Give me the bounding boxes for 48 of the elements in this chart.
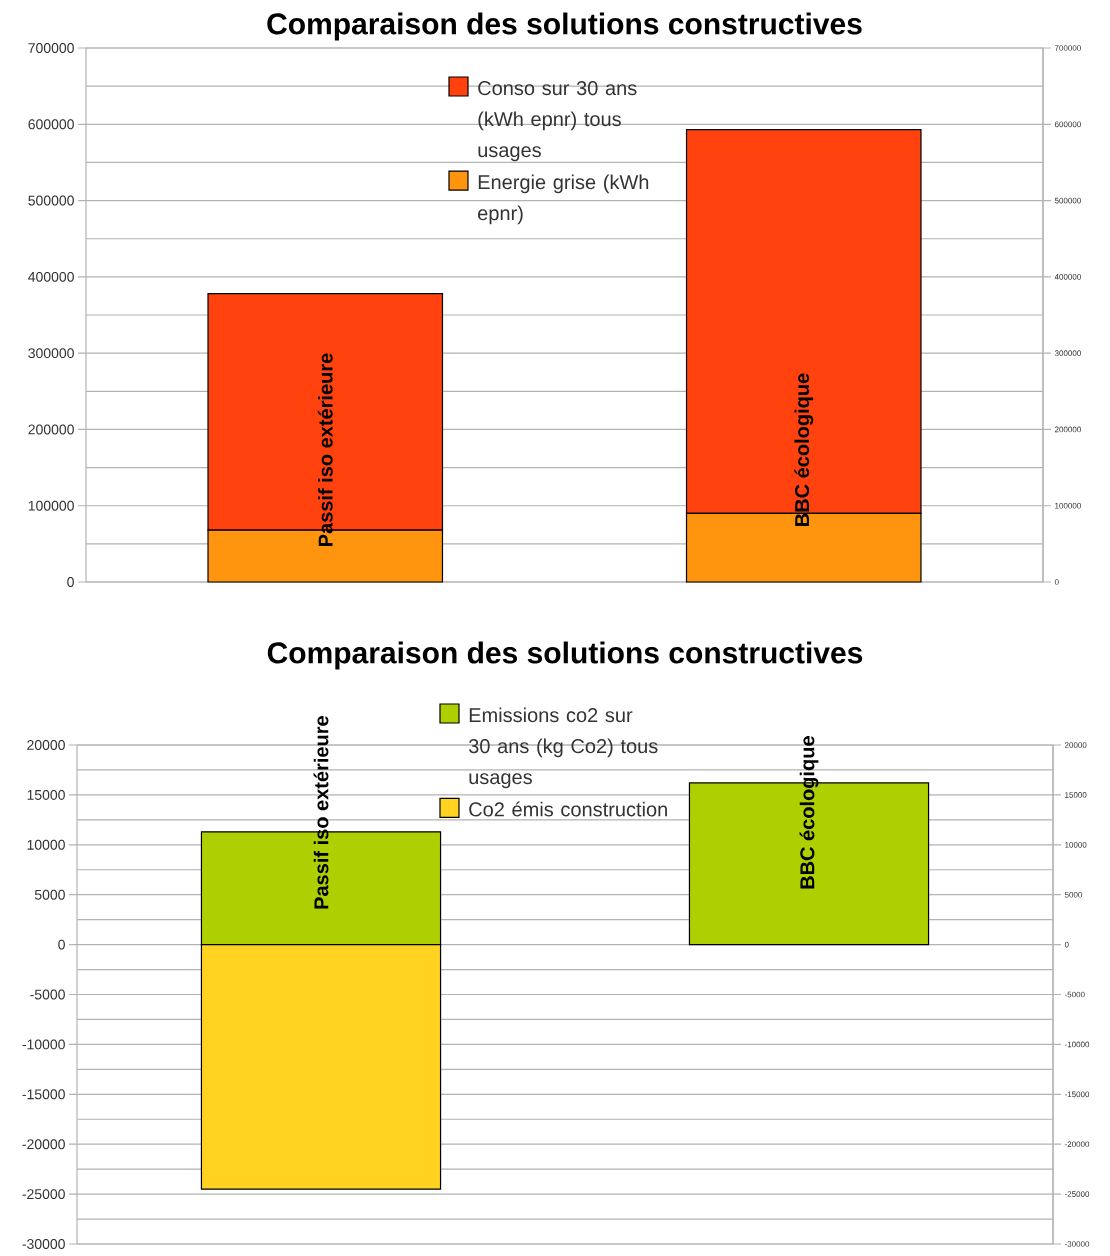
y2-tick-label: 100000 (1055, 502, 1081, 509)
x-tick-label: BBC écologique (799, 736, 819, 889)
chart-title: Comparaison des solutions constructives (267, 641, 863, 670)
y-tick-label: -30000 (22, 1239, 65, 1249)
legend-label: Emissions co2 sur 30 ans (kg Co2) tous usages (468, 707, 658, 789)
y2-tick-label: -10000 (1064, 1041, 1090, 1048)
y2-tick-label: 5000 (1064, 891, 1083, 898)
y-tick-label: -10000 (22, 1039, 65, 1050)
y-tick-label: -25000 (22, 1189, 65, 1200)
y2-tick-label: -25000 (1064, 1191, 1090, 1197)
y-tick-label: -5000 (30, 989, 65, 1000)
y-tick-label: 0 (58, 939, 65, 950)
y-tick-label: -15000 (22, 1089, 65, 1100)
y-tick-label: -20000 (22, 1139, 65, 1150)
chart-title: Comparaison des solutions constructives (267, 12, 862, 41)
y2-tick-label: -20000 (1064, 1141, 1090, 1148)
y-tick-label: 20000 (27, 740, 65, 750)
y2-tick-label: 200000 (1054, 426, 1081, 433)
legend-label: Co2 émis construction (469, 801, 667, 817)
y2-tick-label: -30000 (1064, 1241, 1090, 1247)
y2-tick-label: 20000 (1064, 742, 1087, 748)
y2-tick-label: 500000 (1054, 197, 1081, 204)
y-tick-label: 500000 (28, 195, 74, 206)
y2-tick-label: -15000 (1064, 1091, 1090, 1098)
y2-tick-label: 15000 (1065, 792, 1087, 798)
x-tick-label: Passif iso extérieure (317, 353, 333, 546)
y2-tick-label: 600000 (1054, 121, 1081, 128)
y-tick-label: 15000 (27, 789, 65, 800)
x-tick-label: Passif iso extérieure (313, 716, 329, 909)
y2-tick-label: -5000 (1064, 991, 1085, 998)
y2-tick-label: 0 (1064, 941, 1069, 948)
y-tick-label: 100000 (28, 500, 74, 511)
y-tick-label: 200000 (28, 424, 74, 435)
y-tick-label: 700000 (28, 43, 74, 53)
y-tick-label: 400000 (28, 271, 74, 282)
y2-tick-label: 400000 (1054, 274, 1081, 280)
x-tick-label: BBC écologique (794, 373, 814, 526)
legend-label: Conso sur 30 ans (kWh epnr) tous usages (478, 81, 637, 162)
y2-tick-label: 0 (1054, 579, 1059, 585)
y-tick-label: 10000 (27, 839, 65, 850)
y2-tick-label: 10000 (1065, 841, 1087, 848)
y-tick-label: 600000 (28, 119, 74, 130)
y2-tick-label: 700000 (1054, 45, 1081, 51)
y-tick-label: 300000 (28, 348, 74, 359)
y-tick-label: 0 (67, 577, 74, 587)
y-tick-label: 5000 (34, 889, 65, 900)
y2-tick-label: 300000 (1054, 350, 1081, 356)
legend-label: Energie grise (kWh epnr) (478, 174, 649, 225)
